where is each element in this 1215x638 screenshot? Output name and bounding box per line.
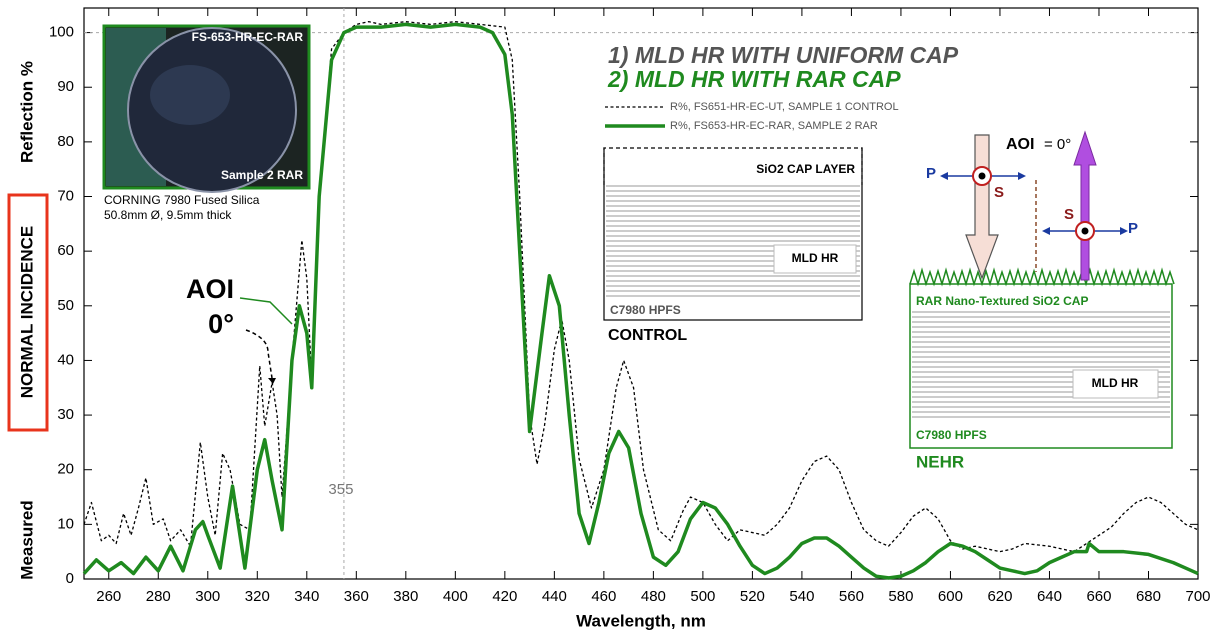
x-tick-label: 320: [245, 588, 270, 605]
title: 1) MLD HR WITH UNIFORM CAP: [608, 42, 959, 68]
series-line: [82, 22, 1199, 580]
label-box: [1072, 369, 1159, 399]
legend-label: R%, FS653-HR-EC-RAR, SAMPLE 2 RAR: [670, 120, 878, 132]
diagram-label: P: [1128, 220, 1138, 237]
y-tick-label: 50: [57, 297, 74, 314]
diagram-label: C7980 HPFS: [610, 303, 681, 317]
x-tick-label: 580: [888, 588, 913, 605]
y-tick-label: 100: [49, 24, 74, 41]
diagram-label: P: [926, 165, 936, 182]
arrowhead: [1120, 227, 1128, 235]
y-tick-label: 60: [57, 242, 74, 259]
x-tick-label: 660: [1086, 588, 1111, 605]
y-tick-label: 40: [57, 351, 74, 368]
photo-label: FS-653-HR-EC-RAR: [192, 30, 304, 44]
x-tick-label: 260: [96, 588, 121, 605]
y-axis-label: Reflection %: [17, 61, 36, 163]
y-axis-label: Measured: [17, 500, 36, 579]
highlight-box: [7, 193, 49, 432]
x-tick-label: 700: [1185, 588, 1210, 605]
x-tick-label: 380: [393, 588, 418, 605]
marker-label: 355: [328, 481, 353, 498]
x-tick-label: 400: [443, 588, 468, 605]
diagram-label: AOI: [1006, 136, 1034, 153]
x-tick-label: 520: [740, 588, 765, 605]
x-tick-label: 560: [839, 588, 864, 605]
y-tick-label: 0: [66, 570, 74, 587]
s-dot: [978, 172, 986, 180]
y-tick-label: 30: [57, 406, 74, 423]
x-tick-label: 480: [641, 588, 666, 605]
nehr-box: [909, 283, 1173, 449]
arrowhead: [268, 378, 276, 384]
x-tick-label: 600: [938, 588, 963, 605]
x-tick-label: 540: [789, 588, 814, 605]
diagram-label: S: [1064, 206, 1074, 223]
x-tick-label: 340: [294, 588, 319, 605]
diagram-title: NEHR: [916, 452, 964, 471]
diagram-label: RAR Nano-Textured SiO2 CAP: [916, 294, 1088, 308]
title: 2) MLD HR WITH RAR CAP: [607, 66, 901, 92]
annotation: 0°: [208, 309, 234, 339]
x-tick-label: 640: [1037, 588, 1062, 605]
lines: [82, 21, 1199, 580]
ticks: 260 280 300 320 340 360 380 400 420 440 460 480 500 5…: [49, 8, 1211, 605]
x-tick-label: 680: [1136, 588, 1161, 605]
legend-label: R%, FS651-HR-EC-UT, SAMPLE 1 CONTROL: [670, 101, 899, 113]
y-tick-label: 10: [57, 515, 74, 532]
reflected-arrow: [1073, 130, 1097, 281]
diagram-label: C7980 HPFS: [916, 428, 987, 442]
photo-label: Sample 2 RAR: [221, 168, 303, 182]
photo-caption: CORNING 7980 Fused Silica: [104, 193, 260, 207]
incident-arrow: [965, 134, 999, 280]
x-tick-label: 420: [492, 588, 517, 605]
x-tick-label: 440: [542, 588, 567, 605]
photo-reflection: [150, 65, 230, 125]
diagram-label: = 0°: [1044, 136, 1071, 153]
series-line: [83, 21, 1199, 553]
y-tick-label: 70: [57, 187, 74, 204]
s-dot: [1081, 227, 1089, 235]
nano-texture: [909, 267, 1175, 287]
y-tick-label: 90: [57, 78, 74, 95]
x-tick-label: 500: [690, 588, 715, 605]
layers: [912, 311, 1170, 418]
diagram-label: SiO2 CAP LAYER: [756, 162, 855, 176]
x-tick-label: 360: [344, 588, 369, 605]
x-tick-label: 280: [146, 588, 171, 605]
label-box: [773, 244, 857, 274]
plot-frame: [83, 7, 1199, 580]
photo-caption: 50.8mm Ø, 9.5mm thick: [104, 208, 232, 222]
arrowhead: [1018, 172, 1026, 180]
callout: [239, 297, 293, 325]
x-axis-label: Wavelength, nm: [576, 611, 706, 630]
x-tick-label: 620: [987, 588, 1012, 605]
y-tick-label: 80: [57, 133, 74, 150]
diagram-label: MLD HR: [1092, 376, 1139, 390]
diagram-title: CONTROL: [608, 327, 687, 344]
y-axis-label: NORMAL INCIDENCE: [17, 226, 36, 399]
diagram-label: MLD HR: [792, 251, 839, 265]
diagram-label: S: [994, 184, 1004, 201]
annotation: AOI: [186, 274, 234, 304]
x-tick-label: 300: [195, 588, 220, 605]
y-tick-label: 20: [57, 461, 74, 478]
arrowhead: [940, 172, 948, 180]
x-tick-label: 460: [591, 588, 616, 605]
arrowhead: [1042, 227, 1050, 235]
legend: R%, FS651-HR-EC-UT, SAMPLE 1 CONTROL R%, …: [605, 101, 899, 132]
